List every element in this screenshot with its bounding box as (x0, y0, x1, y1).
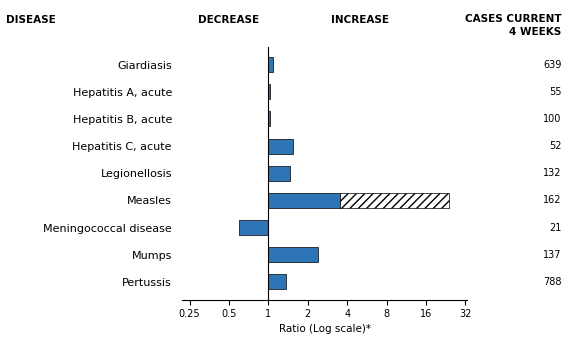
Text: 639: 639 (543, 60, 561, 70)
Text: 100: 100 (543, 114, 561, 124)
Bar (268, 247, 318, 262)
Text: 162: 162 (543, 195, 561, 205)
Text: 132: 132 (543, 168, 561, 178)
X-axis label: Ratio (Log scale)*: Ratio (Log scale)* (279, 323, 371, 334)
Bar (268, 274, 286, 290)
Text: 137: 137 (543, 250, 561, 260)
Bar (268, 84, 270, 99)
Text: INCREASE: INCREASE (331, 15, 389, 25)
Text: 788: 788 (543, 277, 561, 287)
Text: DISEASE: DISEASE (6, 15, 55, 25)
Bar (268, 166, 290, 181)
Text: DECREASE: DECREASE (198, 15, 259, 25)
Bar (239, 220, 268, 235)
Text: CASES CURRENT
4 WEEKS: CASES CURRENT 4 WEEKS (465, 14, 561, 37)
Bar (268, 57, 273, 72)
Bar (268, 139, 294, 153)
Text: 52: 52 (549, 141, 561, 151)
Bar (340, 193, 449, 208)
Bar (268, 112, 270, 126)
Text: 21: 21 (549, 223, 561, 232)
Text: 55: 55 (549, 87, 561, 97)
Bar (268, 193, 340, 208)
